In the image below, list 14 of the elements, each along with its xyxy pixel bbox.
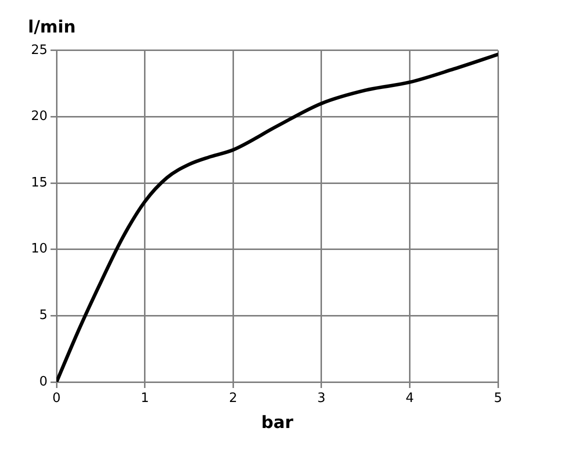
y-tick-label: 5 [39,308,48,324]
y-tick-label: 0 [39,374,48,390]
y-tick-label: 25 [30,42,48,58]
x-tick-label: 5 [494,391,502,406]
y-tick-label: 10 [30,242,48,257]
x-tick-label: 0 [52,391,61,406]
x-tick-label: 3 [317,391,326,406]
x-tick-label: 1 [140,391,149,406]
x-tick-label: 2 [228,391,238,406]
x-axis-title: bar [261,413,294,434]
y-axis-title: l/min [28,18,76,38]
x-tick-label: 4 [406,391,414,406]
y-tick-label: 20 [30,109,48,124]
y-tick-label: 15 [30,175,48,190]
